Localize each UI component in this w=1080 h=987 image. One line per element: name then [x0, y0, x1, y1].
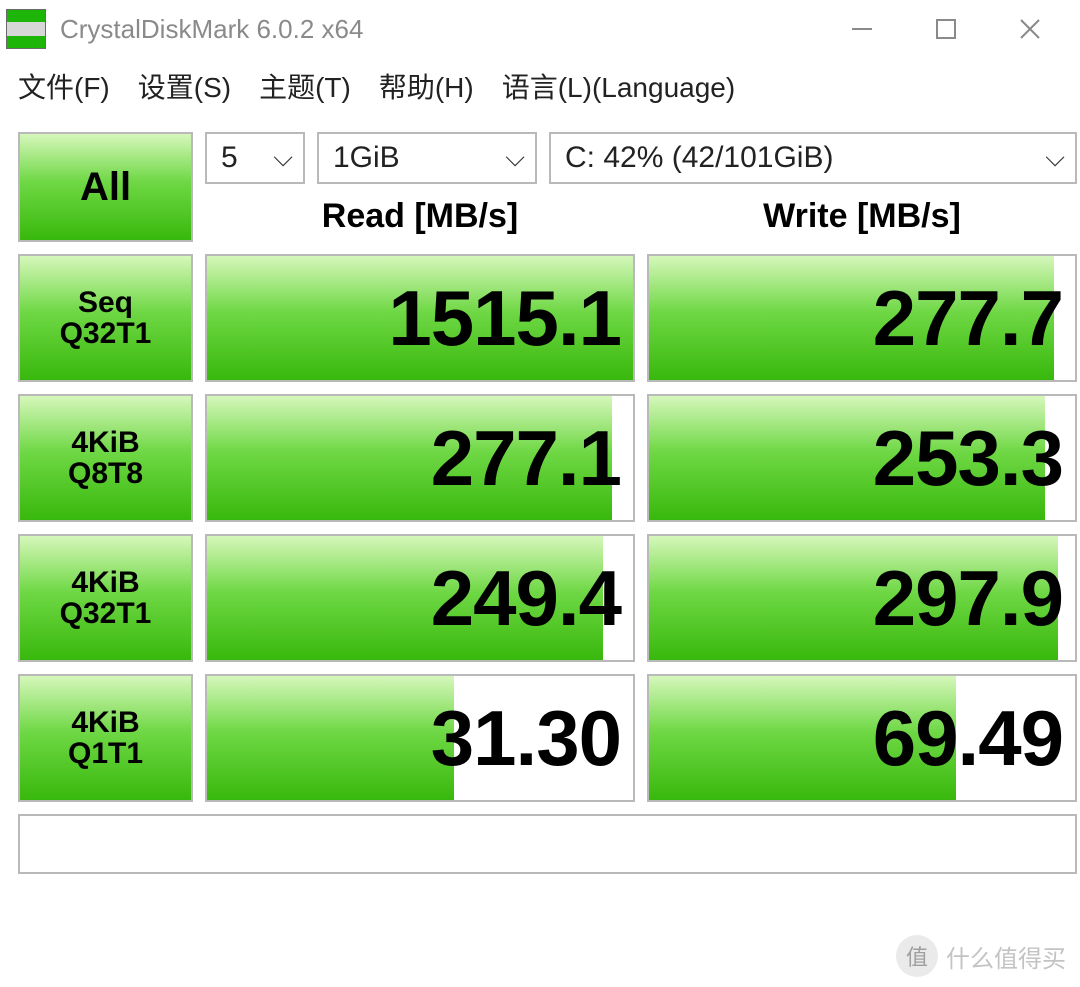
maximize-button[interactable] [904, 0, 988, 58]
result-read-seq-q32t1: 1515.1 [205, 254, 635, 382]
test-label: Seq [78, 287, 133, 319]
minimize-icon [849, 16, 875, 42]
selectors-row: 5 ⌵ 1GiB ⌵ C: 42% (42/101GiB) ⌵ [205, 132, 1077, 184]
drive-select[interactable]: C: 42% (42/101GiB) ⌵ [549, 132, 1077, 184]
watermark-badge: 值 [896, 935, 938, 977]
result-write-4kib-q1t1: 69.49 [647, 674, 1077, 802]
menu-file[interactable]: 文件(F) [18, 66, 110, 106]
result-value: 249.4 [431, 553, 621, 644]
result-read-4kib-q8t8: 277.1 [205, 394, 635, 522]
test-button-4kib-q8t8[interactable]: 4KiB Q8T8 [18, 394, 193, 522]
test-label: 4KiB [71, 707, 139, 739]
result-value: 277.1 [431, 413, 621, 504]
run-all-label: All [80, 165, 131, 210]
test-label: Q32T1 [60, 598, 152, 630]
test-label: 4KiB [71, 427, 139, 459]
watermark: 值 什么值得买 [896, 935, 1066, 977]
test-button-4kib-q32t1[interactable]: 4KiB Q32T1 [18, 534, 193, 662]
drive-select-value: C: 42% (42/101GiB) [565, 141, 833, 175]
size-select-value: 1GiB [333, 141, 400, 175]
window-title: CrystalDiskMark 6.0.2 x64 [60, 14, 820, 45]
top-controls: 5 ⌵ 1GiB ⌵ C: 42% (42/101GiB) ⌵ Read [MB… [205, 132, 1077, 242]
benchmark-grid: All 5 ⌵ 1GiB ⌵ C: 42% (42/101GiB) ⌵ Read… [18, 132, 1074, 874]
result-write-4kib-q32t1: 297.9 [647, 534, 1077, 662]
result-value: 297.9 [873, 553, 1063, 644]
menu-theme[interactable]: 主题(T) [259, 66, 351, 106]
chevron-down-icon: ⌵ [273, 142, 293, 174]
result-write-seq-q32t1: 277.7 [647, 254, 1077, 382]
result-value: 31.30 [431, 693, 621, 784]
menu-bar: 文件(F) 设置(S) 主题(T) 帮助(H) 语言(L)(Language) [0, 58, 1080, 114]
column-headers: Read [MB/s] Write [MB/s] [205, 190, 1077, 242]
result-read-4kib-q1t1: 31.30 [205, 674, 635, 802]
close-button[interactable] [988, 0, 1072, 58]
result-value: 1515.1 [388, 273, 621, 364]
watermark-text: 什么值得买 [946, 939, 1066, 974]
result-write-4kib-q8t8: 253.3 [647, 394, 1077, 522]
menu-settings[interactable]: 设置(S) [138, 66, 231, 106]
status-bar [18, 814, 1077, 874]
test-button-4kib-q1t1[interactable]: 4KiB Q1T1 [18, 674, 193, 802]
result-value: 69.49 [873, 693, 1063, 784]
header-write: Write [MB/s] [647, 190, 1077, 242]
result-read-4kib-q32t1: 249.4 [205, 534, 635, 662]
close-icon [1017, 16, 1043, 42]
run-all-button[interactable]: All [18, 132, 193, 242]
result-value: 253.3 [873, 413, 1063, 504]
menu-language[interactable]: 语言(L)(Language) [502, 66, 735, 106]
chevron-down-icon: ⌵ [505, 142, 525, 174]
minimize-button[interactable] [820, 0, 904, 58]
main-area: All 5 ⌵ 1GiB ⌵ C: 42% (42/101GiB) ⌵ Read… [0, 114, 1080, 880]
title-bar: CrystalDiskMark 6.0.2 x64 [0, 0, 1080, 58]
test-label: Q1T1 [68, 738, 143, 770]
test-label: Q32T1 [60, 318, 152, 350]
test-label: 4KiB [71, 567, 139, 599]
result-bar [207, 676, 454, 800]
app-icon [6, 9, 46, 49]
maximize-icon [934, 17, 958, 41]
test-button-seq-q32t1[interactable]: Seq Q32T1 [18, 254, 193, 382]
test-label: Q8T8 [68, 458, 143, 490]
runs-select[interactable]: 5 ⌵ [205, 132, 305, 184]
result-value: 277.7 [873, 273, 1063, 364]
runs-select-value: 5 [221, 141, 238, 175]
header-read: Read [MB/s] [205, 190, 635, 242]
size-select[interactable]: 1GiB ⌵ [317, 132, 537, 184]
chevron-down-icon: ⌵ [1045, 142, 1065, 174]
menu-help[interactable]: 帮助(H) [379, 66, 474, 106]
